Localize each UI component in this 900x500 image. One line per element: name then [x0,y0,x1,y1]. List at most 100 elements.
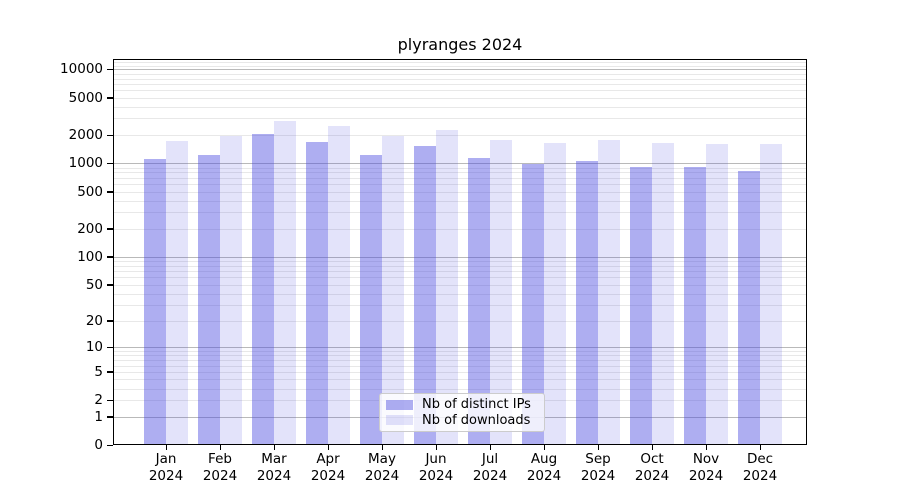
bar-distinct-ips [198,155,220,445]
y-tick-label: 1 [94,408,103,425]
gridline-minor [113,212,807,214]
gridline-minor [113,61,807,63]
y-tick-label: 200 [77,220,103,237]
y-tick [107,191,113,193]
x-tick-label: Feb 2024 [202,451,238,484]
legend: Nb of distinct IPs Nb of downloads [379,393,545,432]
y-tick [107,256,113,258]
y-tick-label: 500 [77,183,103,200]
x-tick-label: Oct 2024 [634,451,670,484]
gridline-minor [113,304,807,306]
gridline-minor [113,379,807,381]
x-tick [543,445,545,450]
bar-downloads [760,143,782,445]
gridline-minor [113,200,807,202]
downloads-swatch-icon [386,415,413,426]
x-tick [381,445,383,450]
y-tick [107,399,113,402]
bar-distinct-ips [360,154,382,445]
y-tick [107,68,113,71]
gridline-minor [113,228,807,230]
gridline-minor [113,388,807,390]
gridline-minor [113,172,807,174]
bar-distinct-ips [738,171,760,445]
bar-downloads [220,135,242,445]
y-tick [107,97,113,99]
gridline-minor [113,284,807,286]
bar-distinct-ips [252,133,274,445]
gridline-minor [113,351,807,353]
gridline-major [113,347,807,349]
x-tick [651,445,653,450]
legend-item-distinct-ips: Nb of distinct IPs [386,397,538,412]
gridline-minor [113,271,807,273]
bar-downloads [382,135,404,445]
gridline-minor [113,135,807,136]
y-tick-label: 10000 [60,61,103,78]
y-tick [107,284,113,286]
x-tick-label: Jun 2024 [418,451,454,484]
gridline-minor [113,167,807,169]
y-tick [107,162,113,165]
bar-distinct-ips [468,157,490,445]
legend-item-downloads: Nb of downloads [386,413,538,428]
gridline-minor [113,90,807,92]
x-tick [273,445,275,450]
x-tick-label: Jan 2024 [148,451,184,484]
x-tick-label: Nov 2024 [688,451,724,484]
y-tick [107,416,113,418]
x-tick [165,445,167,450]
chart-title: plyranges 2024 [397,35,523,54]
bar-distinct-ips [144,158,166,445]
bar-distinct-ips [306,141,328,445]
x-tick [327,445,329,450]
gridline-minor [113,73,807,75]
x-tick-label: May 2024 [364,451,400,484]
gridline-major [113,163,807,165]
x-tick-label: Dec 2024 [742,451,778,484]
x-tick-label: Sep 2024 [580,451,616,484]
x-tick-label: Apr 2024 [310,451,346,484]
x-tick [759,445,761,450]
x-tick-label: Aug 2024 [526,451,562,484]
y-tick-label: 5 [94,363,103,380]
gridline-minor [113,360,807,362]
gridline-minor [113,97,807,99]
bar-downloads [166,141,188,445]
bar-downloads [274,121,296,445]
bar-distinct-ips [522,163,544,445]
y-tick-label: 0 [94,437,103,453]
bar-distinct-ips [576,161,598,445]
y-tick-label: 2000 [68,127,103,143]
gridline-minor [113,277,807,279]
bar-distinct-ips [684,167,706,445]
bar-downloads [652,143,674,445]
gridline-minor [113,265,807,267]
gridline-minor [113,65,807,67]
gridline-minor [113,261,807,262]
gridline-minor [113,106,807,108]
gridline-minor [113,191,807,193]
y-tick-label: 10 [85,339,103,356]
y-tick [107,134,113,136]
y-tick [107,371,113,373]
y-tick-label: 1000 [68,155,103,172]
y-tick-label: 100 [77,248,103,265]
y-tick-label: 5000 [68,89,103,106]
y-tick [107,228,113,230]
x-tick-label: Mar 2024 [256,451,292,484]
x-tick-label: Jul 2024 [472,451,508,484]
gridline-minor [113,118,807,120]
y-tick-label: 50 [85,276,103,293]
y-tick-label: 20 [85,312,103,329]
bar-downloads [598,140,620,445]
gridline-minor [113,365,807,367]
x-tick [489,445,491,450]
y-tick [107,444,113,446]
gridline-major [113,69,807,71]
bar-downloads [544,142,566,445]
bar-distinct-ips [630,166,652,445]
gridline-minor [113,184,807,185]
gridline-minor [113,293,807,295]
